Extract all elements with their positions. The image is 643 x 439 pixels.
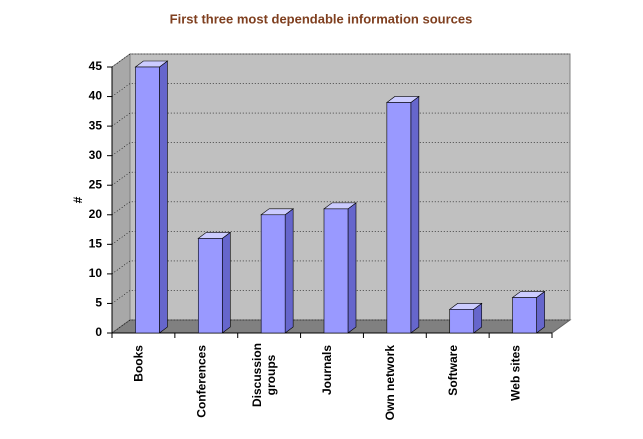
grid-line xyxy=(111,171,570,186)
x-tick-label: Software xyxy=(446,345,460,396)
bar-side xyxy=(284,208,294,334)
y-tick-label: 20 xyxy=(89,207,103,221)
y-tick-label: 40 xyxy=(89,89,103,103)
bar-front xyxy=(323,208,349,334)
y-axis-label: # xyxy=(71,196,85,203)
bar-side xyxy=(410,95,420,334)
y-tick-label: 25 xyxy=(89,177,103,191)
y-tick-label: 35 xyxy=(89,118,103,132)
y-tick-label: 0 xyxy=(95,325,102,339)
grid-line xyxy=(111,142,570,156)
grid-line xyxy=(111,319,570,334)
x-tick-label: Web sites xyxy=(509,345,523,401)
x-tick-label: Journals xyxy=(320,345,334,395)
x-tick-label: Own network xyxy=(383,345,397,421)
grid-line xyxy=(111,290,570,304)
y-tick-label: 15 xyxy=(89,237,103,251)
bar-side xyxy=(536,290,545,334)
bar-front xyxy=(449,309,475,334)
grid-line xyxy=(111,231,570,245)
bar-side xyxy=(347,202,357,334)
bar-front xyxy=(386,102,412,334)
y-tick-label: 30 xyxy=(89,148,103,162)
bar xyxy=(260,208,295,334)
x-tick-label: Conferences xyxy=(194,345,208,418)
bar xyxy=(448,302,483,334)
bar xyxy=(511,290,546,334)
y-tick-label: 45 xyxy=(89,59,103,73)
bar-front xyxy=(197,238,223,334)
bar-front xyxy=(135,66,160,334)
bar xyxy=(134,60,169,334)
y-tick-label: 10 xyxy=(89,266,103,280)
y-tick-label: 5 xyxy=(95,296,102,310)
grid-line xyxy=(111,260,570,275)
chart-title: First three most dependable information … xyxy=(170,11,473,26)
side-wall xyxy=(111,53,131,334)
bar-front xyxy=(260,214,286,334)
bar-side xyxy=(159,60,168,334)
bar xyxy=(323,202,357,334)
grid-line xyxy=(111,53,570,68)
x-tick-label: Books xyxy=(132,345,146,382)
bar xyxy=(197,231,232,334)
grid-line xyxy=(111,112,570,127)
bar-side xyxy=(221,231,231,334)
grid-line xyxy=(111,83,570,97)
bar xyxy=(385,95,420,334)
grid-line xyxy=(111,201,570,216)
bar-front xyxy=(512,297,537,334)
x-tick-label: Discussiongroups xyxy=(250,343,278,407)
